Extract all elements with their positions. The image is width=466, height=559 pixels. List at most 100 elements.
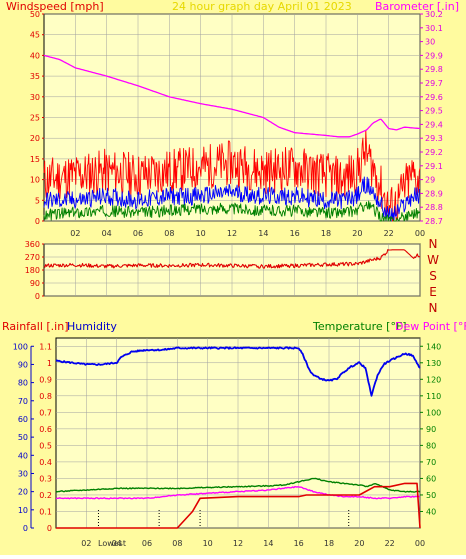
rain-humidity-temperature-panel: 02 04 06 08 10 12 14 16 18 20 22 0000.10.20.30.40.5… (13, 337, 441, 548)
rainfall-series (56, 482, 421, 529)
p3-temp-tick-label: 60 (426, 474, 436, 483)
p3-humidity-tick-label: 20 (18, 488, 28, 497)
windspeed-axis-title: Windspeed [mph] (6, 0, 104, 13)
barometer-series (43, 54, 421, 138)
humidity-axis-title: Humidity (67, 320, 117, 333)
p1-baro-tick-label: 28.7 (425, 217, 443, 226)
dewpoint-axis-title: Dew Point [°F] (395, 320, 466, 333)
p1-wind-tick-label: 40 (30, 51, 40, 60)
wind-direction-series (43, 249, 421, 269)
direction-label-n2: N (429, 301, 438, 315)
p1-wind-tick-label: 0 (35, 217, 40, 226)
wind-barometer-panel: 02 04 06 08 10 12 14 16 18 20 22 000510152025303540… (30, 10, 443, 238)
p3-rain-tick-label: 1.1 (39, 342, 52, 351)
p1-x-tick-label: 04 (102, 229, 112, 238)
p3-humidity-tick-label: 40 (18, 451, 28, 460)
p1-x-tick-label: 16 (290, 229, 300, 238)
p1-baro-tick-label: 29.2 (425, 148, 443, 157)
p3-rain-tick-label: 0 (47, 524, 52, 533)
p1-wind-tick-label: 50 (30, 10, 40, 19)
p1-wind-tick-label: 35 (30, 72, 40, 81)
p1-x-tick-label: 06 (133, 229, 143, 238)
p1-baro-tick-label: 29.4 (425, 120, 443, 129)
p1-baro-tick-label: 30.2 (425, 10, 443, 19)
p1-x-tick-label: 02 (70, 229, 80, 238)
p1-wind-tick-label: 15 (30, 155, 40, 164)
chart-title: 24 hour graph day April 01 2023 (172, 0, 352, 13)
p1-x-tick-label: 00 (415, 229, 425, 238)
wind-direction-panel: 0 90 180 270 360 (25, 240, 421, 301)
direction-label-w: W (427, 253, 439, 267)
wind-low-series (43, 200, 421, 222)
p2-direction-tick-label: 270 (25, 253, 40, 262)
p3-humidity-tick-label: 100 (13, 342, 28, 351)
barometer-axis-title: Barometer [.in] (375, 0, 459, 13)
p1-x-tick-label: 20 (352, 229, 362, 238)
p1-baro-tick-label: 29.1 (425, 162, 443, 171)
direction-label-n: N (429, 237, 438, 251)
p3-humidity-tick-label: 60 (18, 415, 28, 424)
p1-x-tick-label: 12 (227, 229, 237, 238)
p3-x-tick-label: 02 (81, 539, 91, 548)
p3-temp-tick-label: 110 (426, 392, 441, 401)
p3-rain-tick-label: 0.4 (39, 458, 52, 467)
p3-rain-tick-label: 0.5 (39, 441, 52, 450)
p2-direction-tick-label: 180 (25, 266, 40, 275)
p3-x-tick-label: 20 (354, 539, 364, 548)
dewpoint-series (55, 485, 421, 500)
p3-humidity-tick-label: 80 (18, 379, 28, 388)
p3-humidity-tick-label: 0 (23, 524, 28, 533)
p1-baro-tick-label: 29.9 (425, 51, 443, 60)
p3-humidity-tick-label: 10 (18, 506, 28, 515)
p1-baro-tick-label: 29.3 (425, 134, 443, 143)
p3-temp-tick-label: 120 (426, 375, 441, 384)
p1-wind-tick-label: 30 (30, 93, 40, 102)
p3-x-tick-label: 08 (172, 539, 182, 548)
p3-temp-tick-label: 100 (426, 408, 441, 417)
wind-gust-series (43, 129, 421, 222)
p1-x-tick-label: 14 (258, 229, 268, 238)
p3-rain-tick-label: 1 (47, 359, 52, 368)
p3-x-tick-label: 12 (233, 539, 243, 548)
p3-temp-tick-label: 80 (426, 441, 436, 450)
p3-humidity-tick-label: 50 (18, 433, 28, 442)
p3-humidity-tick-label: 70 (18, 397, 28, 406)
rainfall-axis-title: Rainfall [.in] (2, 320, 69, 333)
p3-x-tick-label: 06 (142, 539, 152, 548)
direction-label-s: S (429, 269, 437, 283)
p1-wind-tick-label: 5 (35, 196, 40, 205)
p1-wind-tick-label: 20 (30, 134, 40, 143)
p1-baro-tick-label: 28.9 (425, 189, 443, 198)
p1-wind-tick-label: 25 (30, 114, 40, 123)
p3-x-tick-label: 10 (203, 539, 213, 548)
p3-temp-tick-label: 50 (426, 491, 436, 500)
temperature-series (55, 477, 421, 493)
p1-baro-tick-label: 29.6 (425, 93, 443, 102)
p1-x-tick-label: 08 (164, 229, 174, 238)
p1-baro-tick-label: 28.8 (425, 203, 443, 212)
p1-x-tick-label: 10 (196, 229, 206, 238)
p3-x-tick-label: 04 (112, 539, 122, 548)
p3-rain-tick-label: 0.9 (39, 375, 52, 384)
p3-x-tick-label: 18 (324, 539, 334, 548)
p3-rain-tick-label: 0.7 (39, 408, 52, 417)
p1-baro-tick-label: 30.1 (425, 24, 443, 33)
p3-humidity-tick-label: 90 (18, 360, 28, 369)
p3-rain-tick-label: 0.6 (39, 425, 52, 434)
p3-temp-tick-label: 140 (426, 342, 441, 351)
p1-wind-tick-label: 45 (30, 31, 40, 40)
p3-x-tick-label: 14 (263, 539, 273, 548)
wind-average-series (43, 176, 421, 222)
p1-baro-tick-label: 29.8 (425, 65, 443, 74)
p1-baro-tick-label: 29.5 (425, 107, 443, 116)
p3-rain-tick-label: 0.1 (39, 507, 52, 516)
p1-baro-tick-label: 29 (425, 176, 435, 185)
temperature-axis-title: Temperature [°F] (312, 320, 407, 333)
direction-label-e: E (429, 285, 437, 299)
p3-temp-tick-label: 70 (426, 458, 436, 467)
p1-x-tick-label: 18 (321, 229, 331, 238)
p1-baro-tick-label: 29.7 (425, 79, 443, 88)
p1-x-tick-label: 22 (384, 229, 394, 238)
p3-x-tick-label: 00 (415, 539, 425, 548)
